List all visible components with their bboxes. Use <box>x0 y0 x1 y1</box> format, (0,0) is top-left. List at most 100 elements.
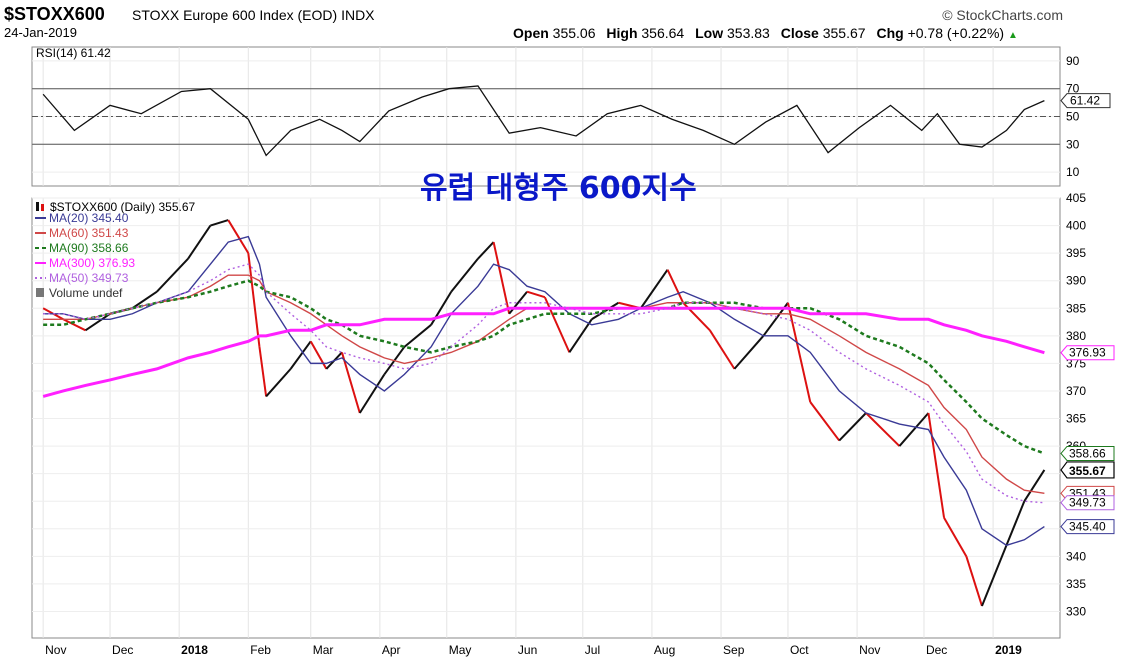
ma-value-tag-label: 376.93 <box>1069 346 1106 360</box>
price-segment <box>809 401 841 442</box>
price-segment <box>341 352 361 414</box>
open-value: 355.06 <box>552 25 596 41</box>
close-value: 355.67 <box>822 25 866 41</box>
moving-average-line <box>43 274 1045 495</box>
price-segment <box>865 412 901 447</box>
ma-value-tag-label: 358.66 <box>1069 446 1106 460</box>
price-legend-icon <box>41 204 44 211</box>
price-segment <box>62 318 86 332</box>
x-tick-label: May <box>449 643 472 657</box>
price-segment <box>210 219 229 227</box>
rsi-tick-label: 50 <box>1066 110 1080 124</box>
price-segment <box>543 296 571 353</box>
high-label: High <box>606 25 638 41</box>
price-tick-label: 385 <box>1066 301 1086 315</box>
change-value: +0.78 (+0.22%) <box>907 25 1005 41</box>
x-tick-label: Nov <box>45 643 66 657</box>
price-segment <box>943 517 968 557</box>
rsi-tick-label: 70 <box>1066 82 1080 96</box>
rsi-tick-label: 10 <box>1066 165 1080 179</box>
price-segment <box>477 241 495 260</box>
rsi-tick-label: 30 <box>1066 137 1080 151</box>
price-segment <box>289 340 312 370</box>
price-tick-label: 365 <box>1066 412 1086 426</box>
price-panel-frame <box>31 197 1061 639</box>
price-tick-label: 335 <box>1066 577 1086 591</box>
price-tick-label: 395 <box>1066 246 1086 260</box>
price-segment <box>927 412 946 518</box>
price-segment <box>981 544 1008 607</box>
price-tick-label: 380 <box>1066 329 1086 343</box>
up-arrow-icon: ▲ <box>1007 30 1018 41</box>
price-tick-label: 330 <box>1066 604 1086 618</box>
price-segment <box>450 258 479 293</box>
x-tick-label: Sep <box>723 643 745 657</box>
volume-legend-icon <box>36 288 44 297</box>
moving-average-line <box>42 306 1045 398</box>
rsi-legend: RSI(14) 61.42 <box>36 46 111 60</box>
moving-average-line <box>43 279 1045 455</box>
open-label: Open <box>513 25 549 41</box>
x-tick-label: 2018 <box>181 643 208 657</box>
rsi-value-tag-label: 61.42 <box>1070 94 1100 108</box>
overlay-title: 유럽 대형주 600지수 <box>420 171 697 206</box>
price-segment <box>786 302 812 403</box>
price-legend-icon <box>36 202 39 211</box>
price-segment <box>1005 500 1026 546</box>
price-segment <box>838 412 867 442</box>
x-tick-label: Nov <box>859 643 880 657</box>
x-tick-label: Feb <box>250 643 271 657</box>
price-segment <box>526 290 546 299</box>
price-segment <box>131 290 158 310</box>
price-segment <box>965 556 983 607</box>
ma-value-tag <box>1060 495 1115 511</box>
rsi-tick-label: 90 <box>1066 54 1080 68</box>
source-credit: © StockCharts.com <box>942 7 1063 23</box>
x-tick-label: Dec <box>112 643 133 657</box>
price-legend-title: $STOXX600 (Daily) 355.67 <box>50 200 196 214</box>
price-segment <box>156 257 189 293</box>
change-label: Chg <box>876 25 904 41</box>
price-segment <box>1023 469 1046 502</box>
price-segment <box>247 253 261 347</box>
rsi-line <box>42 85 1045 157</box>
ma-legend-label: MA(20) 345.40 <box>49 211 129 225</box>
volume-legend-label: Volume undef <box>49 286 123 300</box>
moving-average-line <box>43 235 1045 547</box>
price-segment <box>309 340 328 370</box>
price-segment <box>227 219 250 254</box>
price-segment <box>403 324 432 348</box>
ma-value-tag-label: 345.40 <box>1069 520 1106 534</box>
x-tick-label: Oct <box>790 643 809 657</box>
ma-value-tag-label: 349.73 <box>1069 496 1106 510</box>
price-segment <box>639 269 669 309</box>
x-tick-label: Dec <box>926 643 947 657</box>
quote-date: 24-Jan-2019 <box>4 25 77 40</box>
price-segment <box>709 329 736 370</box>
moving-average-line <box>43 263 1045 504</box>
ma-legend-label: MA(50) 349.73 <box>49 271 129 285</box>
ma-legend-label: MA(300) 376.93 <box>49 256 135 270</box>
price-tick-label: 390 <box>1066 274 1086 288</box>
ma-legend-label: MA(90) 358.66 <box>49 241 129 255</box>
ticker-symbol: $STOXX600 <box>4 4 105 24</box>
price-tick-label: 405 <box>1066 191 1086 205</box>
low-label: Low <box>695 25 724 41</box>
price-segment <box>666 269 685 304</box>
price-segment <box>84 312 111 332</box>
x-tick-label: 2019 <box>995 643 1022 657</box>
price-segment <box>508 291 528 315</box>
price-segment <box>898 412 930 447</box>
price-tick-label: 340 <box>1066 549 1086 563</box>
ma-value-tag <box>1060 445 1115 461</box>
low-value: 353.83 <box>727 25 770 41</box>
rsi-value-tag <box>1060 93 1111 109</box>
close-label: Close <box>780 25 819 41</box>
price-segment <box>568 318 593 353</box>
close-value-tag-label: 355.67 <box>1069 464 1106 478</box>
ma-legend-label: MA(60) 351.43 <box>49 226 129 240</box>
x-tick-label: Apr <box>382 643 401 657</box>
price-segment <box>265 368 292 398</box>
x-tick-label: Mar <box>313 643 334 657</box>
